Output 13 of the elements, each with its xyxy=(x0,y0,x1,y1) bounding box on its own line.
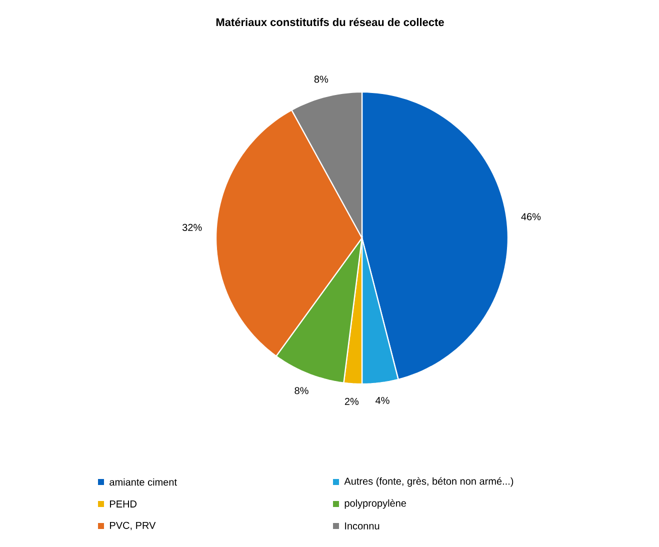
data-label: 46% xyxy=(521,213,541,220)
data-label: 8% xyxy=(294,387,308,394)
data-label: 2% xyxy=(344,398,359,405)
legend-label: Autres (fonte, grès, béton non armé...) xyxy=(344,477,514,487)
legend-label: polypropylène xyxy=(344,499,406,509)
data-label: 8% xyxy=(314,76,328,83)
legend-label: PEHD xyxy=(110,500,137,508)
legend-label: Inconnu xyxy=(345,522,380,530)
legend-label: amiante ciment xyxy=(110,478,177,486)
data-label: 32% xyxy=(182,224,202,231)
data-label: 4% xyxy=(376,396,390,404)
legend-label: PVC, PRV xyxy=(110,522,156,530)
chart-title: Matériaux constitutifs du réseau de collecte xyxy=(216,18,444,26)
